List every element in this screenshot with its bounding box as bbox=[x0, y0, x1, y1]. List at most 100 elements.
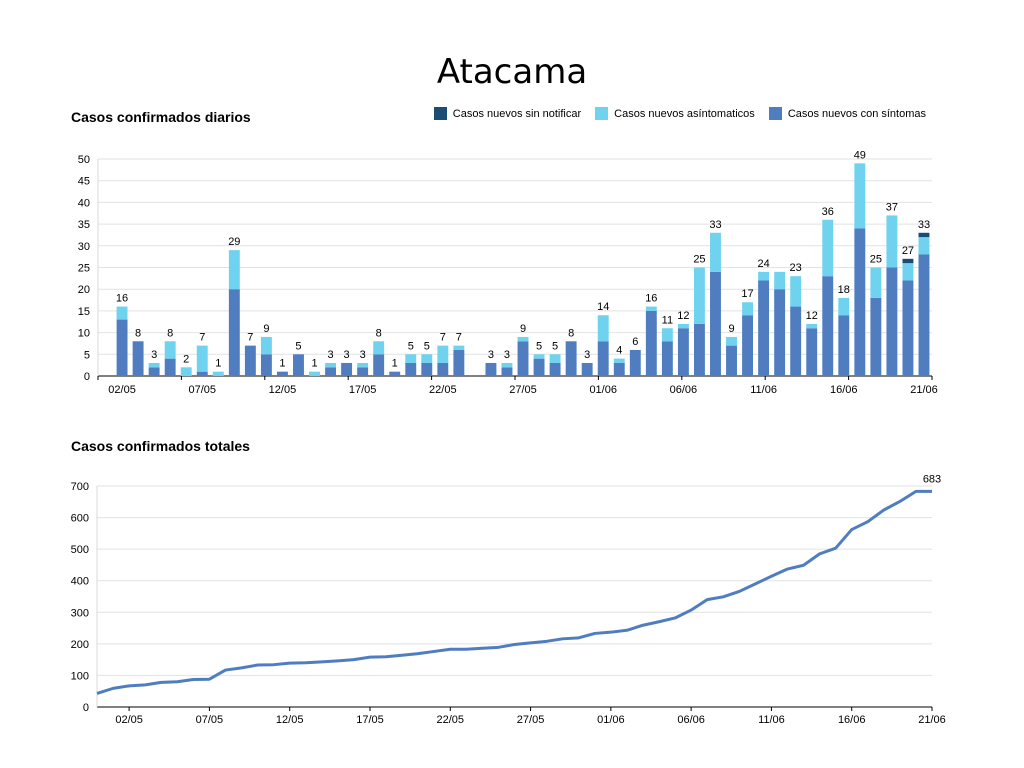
bar-segment bbox=[597, 341, 609, 376]
legend-swatch bbox=[768, 107, 782, 120]
x-tick-label: 11/06 bbox=[758, 714, 785, 726]
bar-value-label: 8 bbox=[376, 327, 382, 339]
bar-value-label: 1 bbox=[279, 358, 285, 370]
x-tick-label: 02/05 bbox=[115, 714, 143, 726]
bar-segment bbox=[357, 362, 369, 368]
bar-segment bbox=[902, 280, 914, 376]
bar-segment bbox=[212, 371, 224, 376]
bar-segment bbox=[501, 362, 513, 368]
bar-value-label: 5 bbox=[424, 340, 430, 352]
x-tick-label: 17/05 bbox=[356, 714, 384, 726]
bar-segment bbox=[148, 362, 160, 368]
x-tick-label: 21/06 bbox=[918, 714, 946, 726]
bar-segment bbox=[726, 345, 737, 376]
bar-segment bbox=[645, 310, 657, 376]
bar-value-label: 17 bbox=[741, 288, 753, 300]
bar-segment bbox=[693, 267, 705, 324]
bar-segment bbox=[758, 271, 770, 281]
bar-segment bbox=[533, 358, 545, 376]
legend-swatch bbox=[595, 107, 609, 120]
bar-segment bbox=[597, 315, 609, 342]
bar-segment bbox=[228, 250, 240, 290]
bar-segment bbox=[742, 302, 754, 316]
y-tick-label: 0 bbox=[84, 371, 90, 383]
total-cases-chart: 0 100 200 300 400 500 600 700 683 02/05 07/05 12/05… bbox=[71, 473, 946, 726]
y-tick-label: 200 bbox=[71, 639, 89, 651]
bar-value-label: 27 bbox=[902, 245, 914, 257]
bar-segment bbox=[517, 336, 529, 342]
legend-item-con-sintomas: Casos nuevos con síntomas bbox=[768, 107, 926, 120]
bar-segment bbox=[196, 371, 208, 376]
bar-value-label: 25 bbox=[693, 254, 705, 266]
y-tick-label: 600 bbox=[71, 513, 89, 525]
bar-value-label: 12 bbox=[677, 310, 689, 322]
bar-segment bbox=[854, 228, 866, 376]
bar-value-label: 9 bbox=[520, 323, 526, 335]
y-tick-label: 0 bbox=[83, 702, 89, 714]
bar-segment bbox=[902, 263, 914, 281]
bar-value-label: 23 bbox=[790, 262, 802, 274]
bar-segment bbox=[645, 306, 657, 311]
y-tick-label: 10 bbox=[78, 328, 90, 340]
bar-segment bbox=[517, 341, 529, 376]
x-tick-label: 22/05 bbox=[429, 384, 457, 396]
bar-segment bbox=[677, 323, 689, 329]
bar-value-label: 5 bbox=[552, 340, 558, 352]
bar-segment bbox=[822, 219, 834, 277]
bar-segment bbox=[677, 328, 689, 376]
bar-value-label: 1 bbox=[392, 358, 398, 370]
bar-value-label: 5 bbox=[295, 340, 301, 352]
bar-segment bbox=[806, 328, 818, 376]
y-tick-label: 400 bbox=[71, 576, 89, 588]
bar-segment bbox=[341, 362, 353, 376]
legend-item-sin-notificar: Casos nuevos sin notificar bbox=[433, 107, 582, 120]
bar-segment bbox=[790, 306, 802, 376]
bar-segment bbox=[613, 362, 625, 376]
bar-segment bbox=[293, 354, 304, 376]
bar-segment bbox=[854, 163, 866, 229]
bar-value-label: 3 bbox=[344, 349, 350, 361]
bar-segment bbox=[918, 232, 930, 238]
bar-value-label: 2 bbox=[183, 353, 189, 365]
bar-value-label: 3 bbox=[584, 349, 590, 361]
legend-label: Casos nuevos con síntomas bbox=[787, 107, 926, 120]
bar-segment bbox=[116, 306, 128, 320]
bar-segment bbox=[838, 315, 850, 376]
legend-label: Casos nuevos sin notificar bbox=[452, 107, 582, 120]
x-tick-label: 21/06 bbox=[910, 384, 938, 396]
y-tick-label: 5 bbox=[84, 349, 90, 361]
bar-segment bbox=[325, 362, 337, 368]
bar-segment bbox=[886, 267, 898, 376]
bar-segment bbox=[244, 345, 256, 376]
bar-segment bbox=[325, 367, 337, 376]
bar-segment bbox=[918, 254, 930, 376]
y-tick-label: 15 bbox=[78, 306, 90, 318]
bar-value-label: 9 bbox=[263, 323, 269, 335]
bar-segment bbox=[276, 371, 288, 376]
bar-value-label: 6 bbox=[632, 336, 638, 348]
bar-value-label: 8 bbox=[135, 327, 141, 339]
bar-segment bbox=[918, 237, 930, 255]
bar-value-label: 16 bbox=[645, 293, 657, 305]
bar-segment bbox=[437, 362, 449, 376]
bar-segment bbox=[421, 354, 433, 363]
y-tick-label: 700 bbox=[71, 481, 89, 493]
bar-value-label: 18 bbox=[838, 284, 850, 296]
y-tick-label: 40 bbox=[78, 197, 90, 209]
bar-segment bbox=[661, 328, 673, 342]
bar-segment bbox=[581, 362, 593, 376]
bar-segment bbox=[309, 371, 320, 376]
bar-segment bbox=[726, 336, 737, 346]
bar-value-label: 7 bbox=[247, 332, 253, 344]
bar-segment bbox=[774, 271, 786, 290]
y-tick-label: 25 bbox=[78, 263, 90, 275]
y-tick-label: 300 bbox=[71, 607, 89, 619]
bar-segment bbox=[485, 362, 497, 376]
bar-segment bbox=[164, 341, 176, 359]
total-cases-line bbox=[96, 489, 932, 695]
bar-value-label: 14 bbox=[597, 301, 609, 313]
bar-segment bbox=[742, 315, 754, 376]
bar-value-label: 1 bbox=[215, 358, 221, 370]
bar-value-label: 3 bbox=[151, 349, 157, 361]
bar-segment bbox=[870, 297, 882, 376]
